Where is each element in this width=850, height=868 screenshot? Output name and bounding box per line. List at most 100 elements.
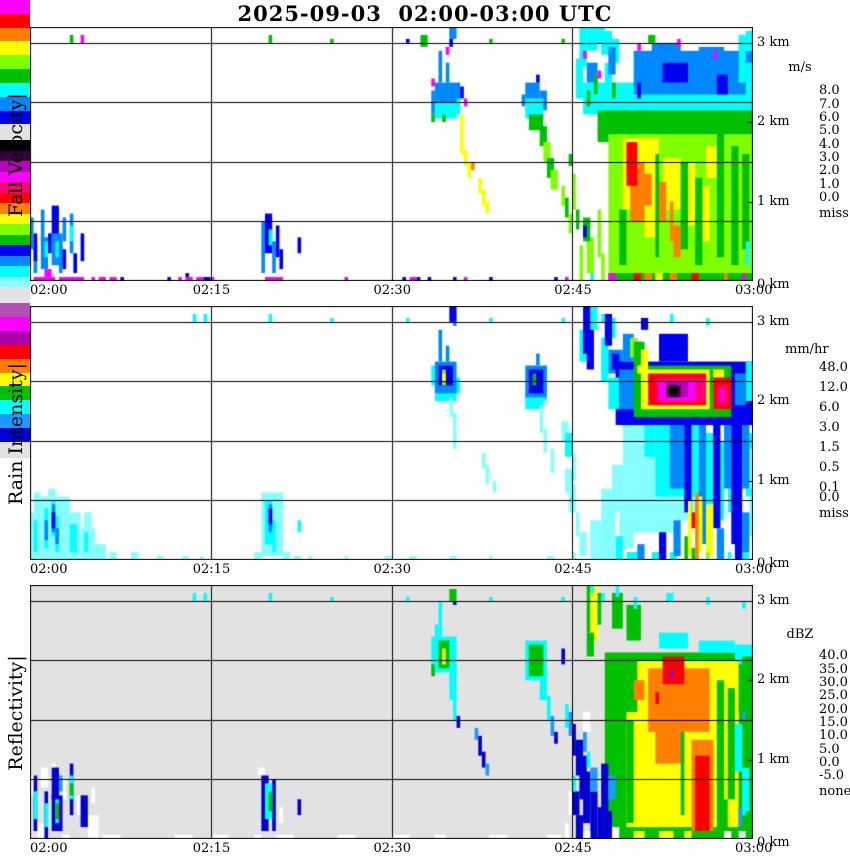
- rain-intensity-legend-swatch-1: [0, 150, 30, 162]
- fall-velocity-x-tick-0215: 02:15: [192, 283, 231, 298]
- reflectivity-legend-value-25.0: 25.0: [819, 688, 848, 704]
- rain-intensity-legend-value-48.0: 48.0: [819, 360, 848, 375]
- reflectivity-legend-extra-swatch: [0, 441, 30, 458]
- fall-velocity-km-label-3: 3 km: [757, 34, 790, 50]
- rain-intensity-x-tick-0245: 02:45: [554, 562, 592, 577]
- fall-velocity-legend-value-8.0: 8.0: [819, 83, 840, 99]
- reflectivity-km-label-0: 0 km: [757, 835, 790, 850]
- reflectivity-legend-value-40.0: 40.0: [819, 648, 848, 664]
- rain-intensity-legend-extra-swatch: [0, 287, 30, 304]
- rain-intensity-legend-value-0.0: 0.0: [819, 490, 840, 505]
- rain-intensity-legend-value-6.0: 6.0: [819, 400, 840, 415]
- rain-intensity-legend-value-0.5: 0.5: [819, 460, 840, 475]
- fall-velocity-km-label-0: 0 km: [757, 277, 790, 292]
- reflectivity-legend-swatch-0: [0, 303, 30, 318]
- reflectivity-legend-value-15.0: 15.0: [819, 715, 848, 731]
- reflectivity-legend-swatch-2: [0, 331, 30, 345]
- fall-velocity-heatmap-canvas: [30, 27, 753, 281]
- reflectivity-x-tick-0215: 02:15: [192, 841, 231, 856]
- rain-intensity-x-tick-0300: 03:00: [735, 562, 773, 577]
- rain-intensity-km-label-0: 0 km: [757, 556, 790, 571]
- fall-velocity-legend-swatch-1: [0, 13, 30, 28]
- rain-intensity-legend-swatch-8: [0, 224, 30, 235]
- fall-velocity-x-tick-0200: 02:00: [30, 283, 68, 298]
- rain-intensity-heatmap-canvas: [30, 306, 753, 560]
- rain-intensity-km-label-3: 3 km: [757, 313, 790, 329]
- reflectivity-legend-value-10.0: 10.0: [819, 728, 848, 744]
- rain-intensity-legend-swatch-0: [0, 140, 30, 151]
- rain-intensity-legend-swatch-9: [0, 234, 30, 246]
- fall-velocity-legend-unit: m/s: [788, 60, 812, 75]
- rain-intensity-legend-swatch-10: [0, 245, 30, 256]
- fall-velocity-legend-swatch-4: [0, 55, 30, 70]
- rain-intensity-x-tick-0230: 02:30: [373, 562, 411, 577]
- reflectivity-x-tick-0245: 02:45: [554, 841, 592, 856]
- rain-intensity-legend-value-0.1: 0.1: [819, 480, 840, 495]
- fall-velocity-legend-extra-label: miss: [819, 206, 849, 222]
- rain-intensity-km-label-1: 1 km: [757, 472, 790, 488]
- plot-reflectivity: [30, 585, 753, 839]
- plot-rain-intensity: [30, 306, 753, 560]
- rain-intensity-legend-swatch-2: [0, 161, 30, 172]
- reflectivity-legend-swatch-1: [0, 317, 30, 332]
- rain-intensity-legend-extra-label: miss: [819, 506, 849, 521]
- rain-intensity-axis-label: Rain Intensity|: [5, 363, 27, 505]
- fall-velocity-legend-value-6.0: 6.0: [819, 110, 840, 126]
- rain-intensity-legend-swatch-7: [0, 213, 30, 225]
- reflectivity-x-tick-0200: 02:00: [30, 841, 68, 856]
- fall-velocity-legend-swatch-2: [0, 27, 30, 42]
- fall-velocity-legend-swatch-6: [0, 82, 30, 97]
- fall-velocity-legend-value-4.0: 4.0: [819, 136, 840, 152]
- reflectivity-legend-swatch-8: [0, 414, 30, 428]
- fall-velocity-legend-value-7.0: 7.0: [819, 96, 840, 112]
- rain-intensity-legend-swatch-6: [0, 203, 30, 214]
- fall-velocity-axis-label: Fall Velocity|: [5, 93, 27, 217]
- rain-intensity-legend-swatch-13: [0, 276, 30, 288]
- fall-velocity-legend-swatch-5: [0, 69, 30, 83]
- reflectivity-legend-value-30.0: 30.0: [819, 675, 848, 691]
- rain-intensity-legend-swatch-3: [0, 171, 30, 183]
- fall-velocity-legend-swatch-3: [0, 41, 30, 56]
- reflectivity-heatmap-canvas: [30, 585, 753, 839]
- reflectivity-legend-value-5.0: 5.0: [819, 741, 840, 757]
- fall-velocity-legend-value-3.0: 3.0: [819, 150, 840, 166]
- rain-intensity-legend-value-1.5: 1.5: [819, 440, 840, 455]
- reflectivity-legend-swatch-3: [0, 344, 30, 359]
- fall-velocity-legend-extra-swatch: [0, 124, 30, 141]
- reflectivity-legend-value--5.0: -5.0: [819, 768, 845, 784]
- reflectivity-x-tick-0300: 03:00: [735, 841, 773, 856]
- figure-title: 2025-09-03 02:00-03:00 UTC: [237, 1, 613, 26]
- reflectivity-x-tick-0230: 02:30: [373, 841, 411, 856]
- rain-intensity-x-tick-0200: 02:00: [30, 562, 68, 577]
- fall-velocity-legend-value-1.0: 1.0: [819, 176, 840, 192]
- fall-velocity-legend-swatch-8: [0, 110, 30, 125]
- reflectivity-legend-swatch-4: [0, 358, 30, 373]
- fall-velocity-legend-value-2.0: 2.0: [819, 163, 840, 179]
- plot-fall-velocity: [30, 27, 753, 281]
- rain-intensity-legend-value-3.0: 3.0: [819, 420, 840, 435]
- legends-container: m/s 8.0 7.0 6.0 5.0 4.0 3.0 2.0 1.0 0.0 miss mm/hr 4…: [0, 0, 850, 799]
- reflectivity-legend-extra-label: none: [819, 784, 850, 800]
- rain-intensity-x-tick-0215: 02:15: [192, 562, 231, 577]
- reflectivity-legend-swatch-5: [0, 372, 30, 387]
- reflectivity-km-label-2: 2 km: [757, 672, 790, 688]
- fall-velocity-legend-value-0.0: 0.0: [819, 190, 840, 206]
- reflectivity-legend-swatch-9: [0, 427, 30, 442]
- fall-velocity-x-tick-0245: 02:45: [554, 283, 592, 298]
- fall-velocity-legend-swatch-0: [0, 0, 30, 14]
- rain-intensity-legend-value-12.0: 12.0: [819, 380, 848, 395]
- reflectivity-km-label-1: 1 km: [757, 751, 790, 767]
- reflectivity-legend-value-0.0: 0.0: [819, 755, 840, 771]
- fall-velocity-x-tick-0230: 02:30: [373, 283, 411, 298]
- reflectivity-legend-swatch-7: [0, 400, 30, 415]
- reflectivity-legend-unit: dBZ: [786, 627, 814, 642]
- rain-intensity-legend-swatch-11: [0, 255, 30, 267]
- rain-intensity-legend-unit: mm/hr: [785, 342, 829, 357]
- rain-intensity-legend-swatch-4: [0, 182, 30, 193]
- fall-velocity-x-tick-0300: 03:00: [735, 283, 773, 298]
- fall-velocity-km-label-2: 2 km: [757, 114, 790, 130]
- reflectivity-legend-swatch-6: [0, 386, 30, 401]
- rain-intensity-legend-swatch-12: [0, 266, 30, 277]
- fall-velocity-km-label-1: 1 km: [757, 193, 790, 209]
